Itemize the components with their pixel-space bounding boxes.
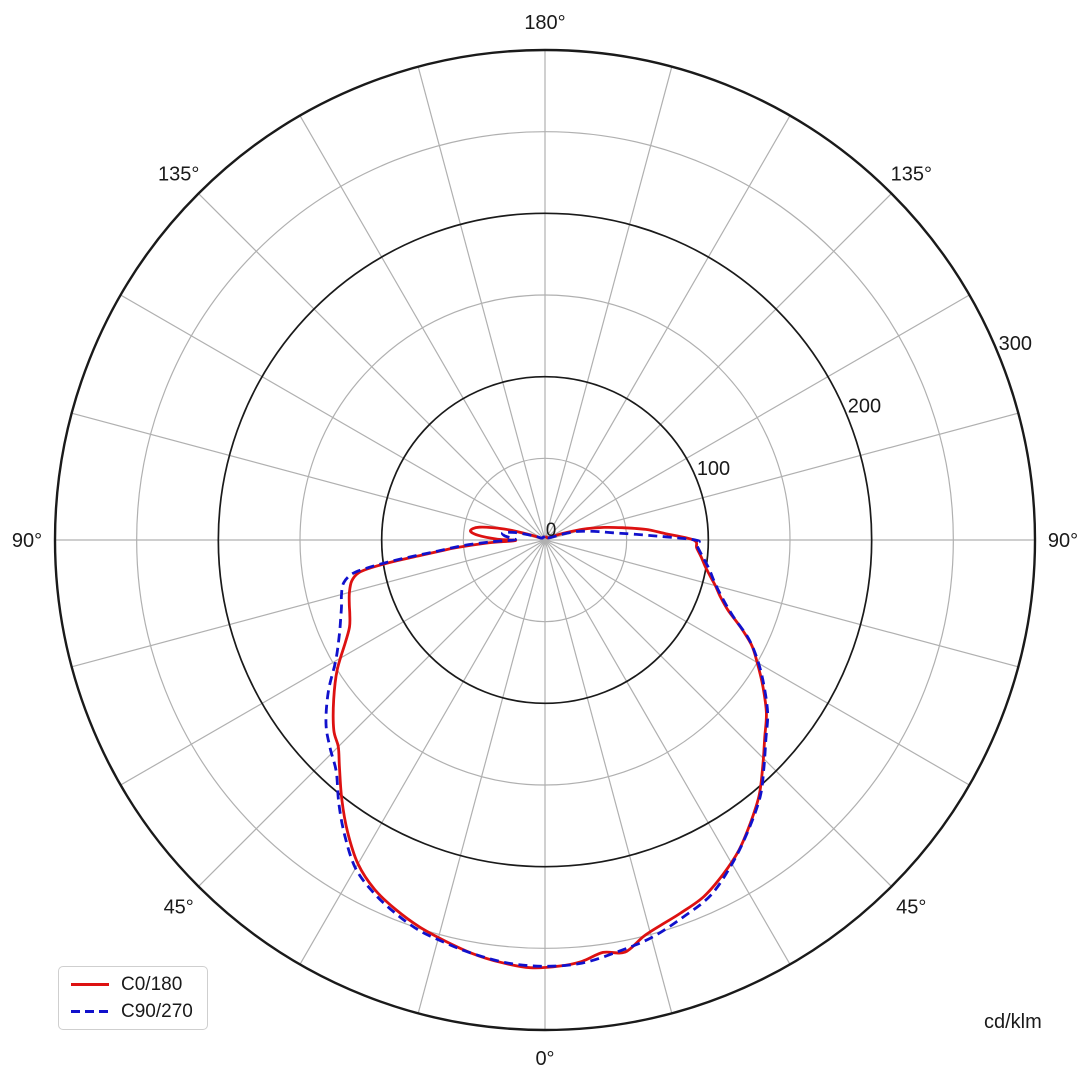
radial-gridline-major-200 — [217, 212, 873, 868]
r-tick-label-300: 300 — [999, 333, 1032, 355]
angle-label-135deg: 135° — [158, 164, 199, 186]
angle-label-90deg: 90° — [1048, 530, 1078, 552]
angle-label-45deg: 45° — [896, 896, 926, 918]
legend-label: C90/270 — [121, 1001, 193, 1022]
angle-label-45deg: 45° — [164, 896, 194, 918]
r-tick-label-200: 200 — [848, 396, 881, 418]
angle-label-180deg: 180° — [524, 12, 565, 34]
legend-item-c90-270: C90/270 — [71, 1001, 193, 1022]
legend-swatch-dashed-blue — [71, 1010, 109, 1013]
legend-swatch-solid-red — [71, 983, 109, 986]
legend-box: C0/180 C90/270 — [58, 966, 208, 1030]
angle-label-135deg: 135° — [891, 164, 932, 186]
series-curve-C90-270 — [324, 529, 770, 968]
angle-label-0deg: 0° — [535, 1048, 554, 1070]
units-label: cd/klm — [984, 1011, 1042, 1033]
r-tick-label-0: 0 — [546, 520, 557, 541]
r-tick-label-100: 100 — [697, 458, 730, 480]
radial-gridline-minor-50 — [462, 457, 628, 623]
angle-label-90deg: 90° — [12, 530, 42, 552]
radial-gridline-major-300 — [53, 48, 1037, 1032]
radial-gridline-minor-150 — [299, 294, 791, 786]
legend-item-c0-180: C0/180 — [71, 974, 193, 995]
radial-gridline-minor-250 — [136, 131, 954, 949]
legend-label: C0/180 — [121, 974, 183, 995]
radial-gridline-major-100 — [380, 375, 710, 705]
series-curve-C0-180 — [331, 525, 768, 970]
